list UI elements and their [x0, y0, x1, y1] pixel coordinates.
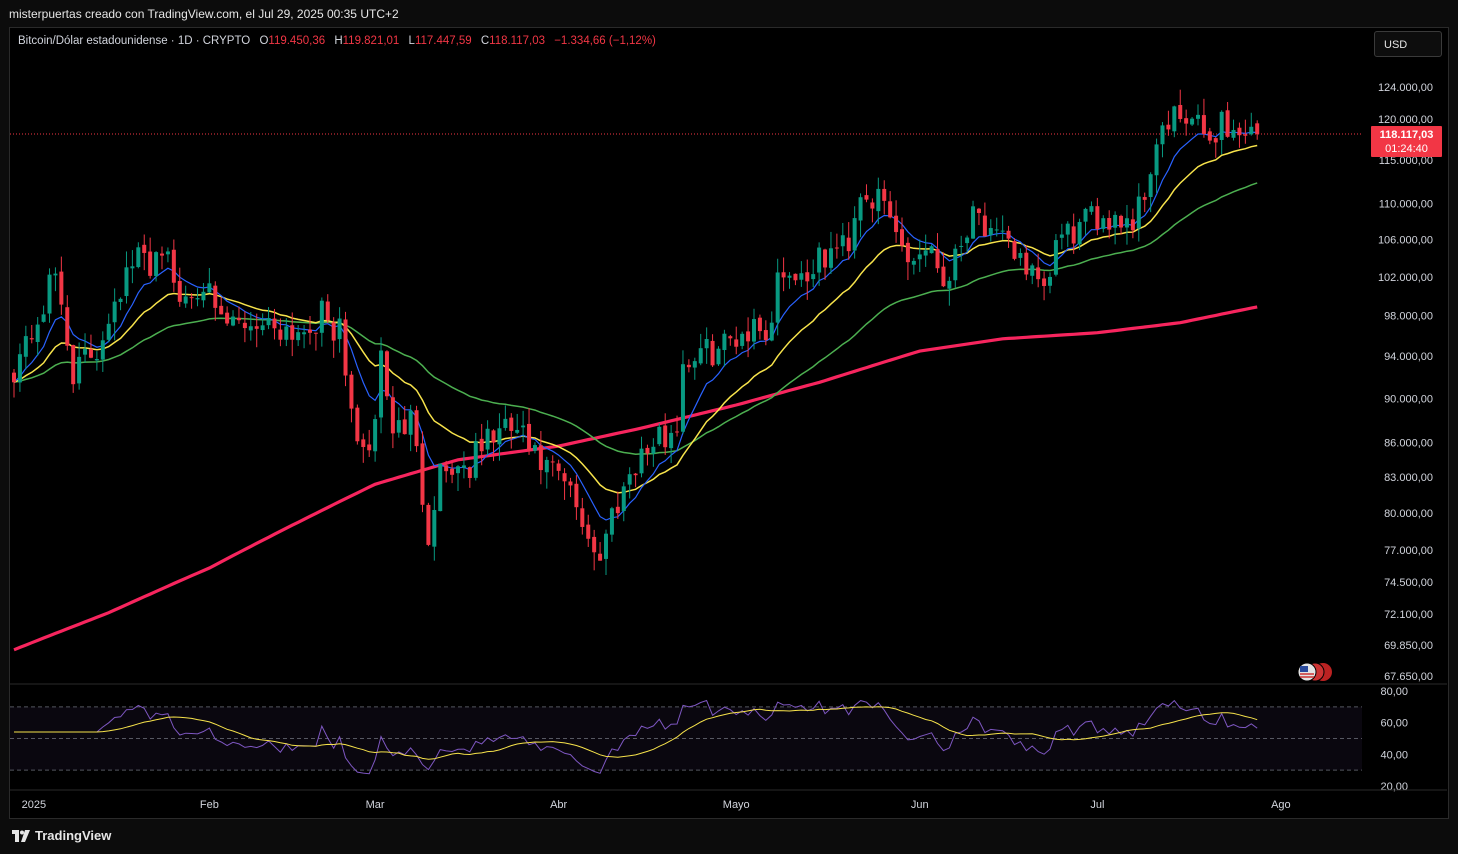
- symbol-name: Bitcoin/Dólar estadounidense · 1D · CRYP…: [18, 35, 251, 47]
- low-value: 117.447,59: [414, 35, 472, 47]
- symbol-legend[interactable]: Bitcoin/Dólar estadounidense · 1D · CRYP…: [18, 35, 656, 47]
- tradingview-logo-text: TradingView: [35, 828, 112, 843]
- close-value: 118.117,03: [489, 35, 546, 47]
- chart-caption: misterpuertas creado con TradingView.com…: [9, 7, 399, 21]
- open-value: 119.450,36: [268, 35, 326, 47]
- change-value: −1.334,66 (−1,12%): [554, 35, 656, 47]
- open-label: O: [259, 35, 269, 47]
- close-label: C: [480, 35, 490, 47]
- chart-frame[interactable]: [9, 27, 1449, 819]
- currency-button[interactable]: USD: [1374, 31, 1442, 57]
- last-price-tag: 118.117,03 01:24:40: [1371, 126, 1442, 157]
- high-label: H: [334, 35, 343, 47]
- candle-countdown: 01:24:40: [1385, 143, 1428, 155]
- last-price-value: 118.117,03: [1379, 129, 1434, 141]
- tradingview-logo[interactable]: TradingView: [12, 828, 111, 843]
- tradingview-logo-icon: [12, 829, 30, 842]
- high-value: 119.821,01: [342, 35, 400, 47]
- low-label: L: [408, 35, 415, 47]
